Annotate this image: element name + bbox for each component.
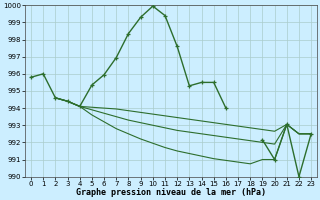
X-axis label: Graphe pression niveau de la mer (hPa): Graphe pression niveau de la mer (hPa) xyxy=(76,188,266,197)
